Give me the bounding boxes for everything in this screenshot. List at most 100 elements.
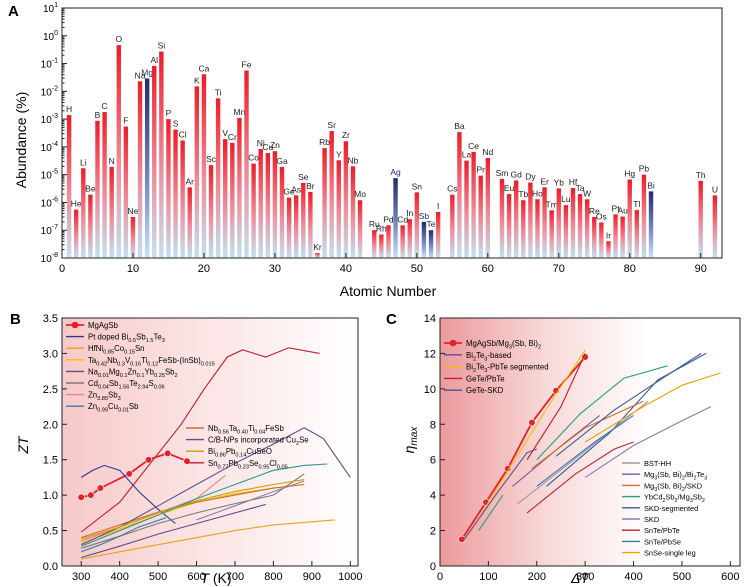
bar-label-Ta: Ta bbox=[576, 183, 585, 193]
bar-Pd bbox=[386, 225, 391, 258]
bar-label-Ar: Ar bbox=[185, 176, 194, 186]
bar-label-Na: Na bbox=[135, 70, 146, 80]
efficiency-y-axis-title: ηmax bbox=[401, 426, 420, 454]
bar-Os bbox=[599, 222, 604, 258]
bar-Ca bbox=[201, 74, 207, 259]
y-tick-label: 0 bbox=[430, 561, 436, 573]
series-line-1 bbox=[468, 349, 586, 535]
bar-label-Nd: Nd bbox=[482, 147, 493, 157]
bar-Br bbox=[308, 191, 313, 258]
bar-label-Ag: Ag bbox=[390, 167, 401, 177]
bar-label-Mg: Mg bbox=[141, 67, 153, 77]
bar-Se bbox=[301, 183, 306, 258]
x-tick-label: 80 bbox=[624, 263, 636, 275]
bar-Sc bbox=[208, 165, 214, 258]
abundance-plot-frame bbox=[61, 7, 723, 259]
panel-a-label: A bbox=[8, 3, 19, 20]
legend-label: SKD bbox=[644, 515, 659, 524]
bar-label-Ga: Ga bbox=[276, 156, 288, 166]
bar-Gd bbox=[513, 180, 519, 258]
legend-label: Na0.01Mg0.1Zn0.1Yb0.25Sb2 bbox=[88, 367, 178, 379]
x-tick-label: 600 bbox=[187, 571, 205, 583]
y-tick-label: 8 bbox=[430, 419, 436, 431]
plot-background bbox=[440, 318, 740, 566]
bar-label-Pd: Pd bbox=[383, 214, 394, 224]
legend-label: SnTe/PbTe bbox=[644, 526, 680, 535]
y-tick-label: 4 bbox=[430, 490, 436, 502]
x-tick-label: 400 bbox=[624, 571, 642, 583]
y-tick-label: 10-8 bbox=[41, 252, 58, 265]
bar-Tb bbox=[521, 200, 526, 258]
series-line-4 bbox=[546, 352, 707, 487]
x-tick-label: 500 bbox=[149, 571, 167, 583]
bar-H bbox=[66, 115, 72, 258]
bar-label-Mn: Mn bbox=[234, 107, 246, 117]
bar-Sm bbox=[499, 178, 505, 258]
bar-label-Tb: Tb bbox=[518, 189, 528, 199]
zt-x-axis-title: T (K) bbox=[200, 570, 231, 586]
y-tick-label: 10 bbox=[424, 384, 436, 396]
series-line-12 bbox=[536, 414, 634, 487]
bar-Ce bbox=[471, 151, 476, 258]
series-line-3 bbox=[463, 448, 537, 540]
bar-B bbox=[95, 120, 100, 258]
bar-Mg bbox=[144, 78, 150, 258]
bar-Nd bbox=[485, 157, 491, 258]
abundance-y-axis-title: Abundance (%) bbox=[13, 92, 29, 189]
x-tick-label: 10 bbox=[127, 263, 139, 275]
series-line-11 bbox=[526, 441, 634, 514]
abundance-x-axis-title: Atomic Number bbox=[340, 283, 437, 299]
bar-label-Li: Li bbox=[80, 157, 87, 167]
bar-label-Fe: Fe bbox=[242, 60, 252, 70]
bar-W bbox=[584, 199, 590, 258]
bar-O bbox=[116, 45, 121, 258]
bar-Ne bbox=[130, 216, 136, 258]
bar-label-Si: Si bbox=[158, 41, 166, 51]
legend-label: YbCd2Sb2/Mg3Sb2 bbox=[644, 493, 705, 505]
bar-Yb bbox=[556, 188, 561, 258]
series-line-13 bbox=[584, 372, 721, 443]
y-tick-label: 10-7 bbox=[41, 224, 58, 237]
bar-Co bbox=[251, 163, 256, 258]
x-tick-label: 900 bbox=[303, 571, 321, 583]
bar-label-Sb: Sb bbox=[419, 211, 430, 221]
legend-label: SKD-segmented bbox=[644, 504, 698, 513]
series-marker bbox=[125, 470, 133, 478]
bar-label-Br: Br bbox=[306, 181, 315, 191]
bar-Si bbox=[159, 51, 164, 258]
series-marker bbox=[458, 535, 466, 544]
bar-label-Os: Os bbox=[596, 211, 607, 221]
bar-Sr bbox=[329, 131, 334, 258]
bar-He bbox=[73, 209, 79, 258]
legend-label: Mg3(Sb, Bi)2/SKD bbox=[644, 481, 702, 493]
bar-label-Rb: Rb bbox=[319, 137, 330, 147]
bar-Al bbox=[152, 65, 157, 258]
y-tick-label: 12 bbox=[424, 348, 436, 360]
bar-Te bbox=[428, 230, 434, 258]
bar-Zr bbox=[343, 141, 349, 258]
bar-label-Er: Er bbox=[540, 176, 549, 186]
bar-Nb bbox=[350, 166, 356, 258]
bar-Li bbox=[81, 168, 86, 258]
bar-label-Rh: Rh bbox=[376, 224, 387, 234]
bar-label-Pb: Pb bbox=[639, 164, 650, 174]
y-tick-label: 101 bbox=[43, 2, 58, 15]
bar-label-H: H bbox=[66, 104, 72, 114]
bar-label-Se: Se bbox=[298, 172, 309, 182]
bar-label-Bi: Bi bbox=[647, 180, 655, 190]
bar-label-Cs: Cs bbox=[447, 184, 457, 194]
x-tick-label: 0 bbox=[59, 263, 65, 275]
plot-background bbox=[62, 318, 358, 566]
x-tick-label: 400 bbox=[110, 571, 128, 583]
series-line-14 bbox=[478, 494, 504, 531]
y-tick-label: 3.0 bbox=[43, 348, 58, 360]
bar-label-Pr: Pr bbox=[476, 165, 485, 175]
bar-label-Ca: Ca bbox=[198, 63, 209, 73]
bar-label-W: W bbox=[583, 188, 591, 198]
bar-label-Y: Y bbox=[336, 149, 342, 159]
bar-Mn bbox=[237, 117, 242, 259]
bar-V bbox=[223, 139, 228, 258]
legend-label: BST-HH bbox=[644, 459, 671, 468]
x-tick-label: 40 bbox=[340, 263, 352, 275]
series-line-4 bbox=[81, 503, 266, 559]
